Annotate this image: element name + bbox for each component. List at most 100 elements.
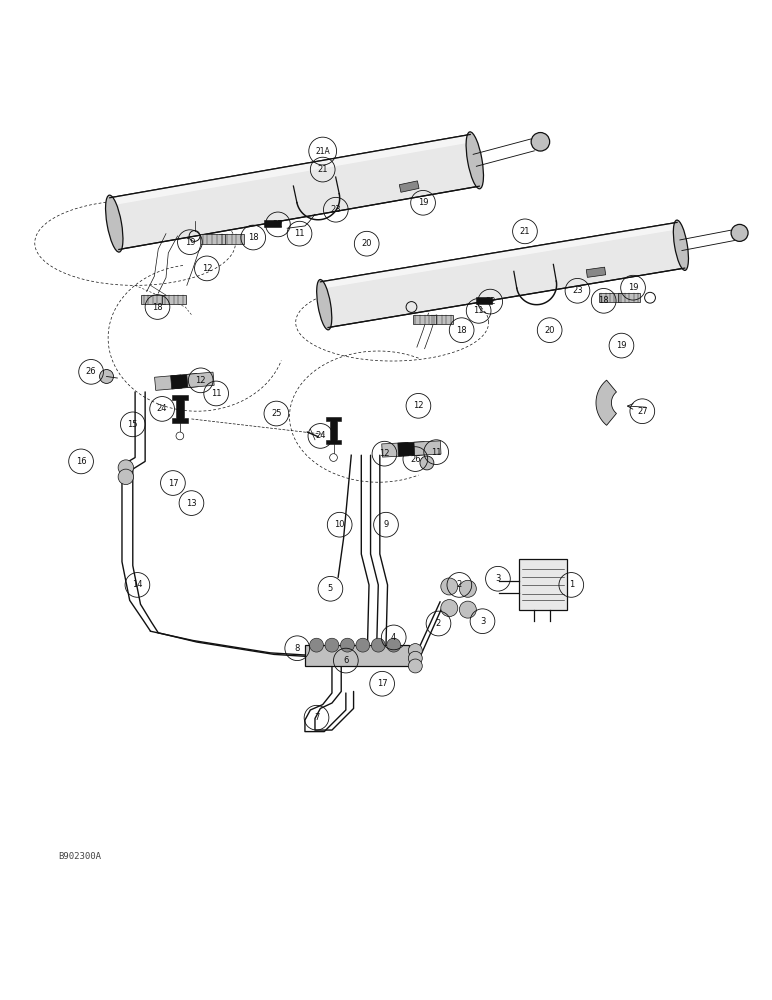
Text: 12: 12 (379, 449, 390, 458)
Text: 22: 22 (485, 297, 496, 306)
Polygon shape (326, 417, 341, 444)
Circle shape (387, 638, 401, 652)
FancyBboxPatch shape (476, 297, 492, 304)
Text: 18: 18 (248, 233, 259, 242)
Polygon shape (171, 374, 198, 389)
Polygon shape (586, 267, 606, 277)
FancyBboxPatch shape (430, 315, 453, 324)
Circle shape (176, 432, 184, 440)
Polygon shape (320, 222, 679, 289)
Text: 16: 16 (76, 457, 86, 466)
Text: 1: 1 (569, 580, 574, 589)
FancyBboxPatch shape (413, 315, 436, 324)
Polygon shape (187, 372, 214, 388)
Text: 19: 19 (628, 283, 638, 292)
Text: 20: 20 (544, 326, 555, 335)
Text: 17: 17 (168, 479, 178, 488)
Text: 7: 7 (314, 713, 319, 722)
Text: 18: 18 (152, 302, 163, 312)
FancyBboxPatch shape (162, 295, 185, 304)
Circle shape (408, 644, 422, 657)
Polygon shape (398, 442, 425, 456)
Polygon shape (381, 443, 409, 457)
Circle shape (459, 601, 476, 618)
Text: 6: 6 (344, 656, 348, 665)
FancyBboxPatch shape (264, 220, 281, 227)
Text: 23: 23 (330, 205, 341, 214)
Text: 26: 26 (410, 455, 421, 464)
Text: 8: 8 (295, 644, 300, 653)
Polygon shape (305, 645, 409, 666)
Ellipse shape (317, 280, 332, 330)
FancyBboxPatch shape (519, 559, 567, 610)
Circle shape (408, 659, 422, 673)
Text: 19: 19 (616, 341, 627, 350)
Text: 21: 21 (317, 165, 328, 174)
Circle shape (118, 460, 134, 475)
Text: 3: 3 (496, 574, 500, 583)
Text: 21: 21 (520, 227, 530, 236)
Text: 24: 24 (315, 431, 326, 440)
FancyBboxPatch shape (599, 293, 621, 302)
Circle shape (310, 638, 323, 652)
Circle shape (408, 651, 422, 665)
Text: 24: 24 (157, 404, 168, 413)
Ellipse shape (106, 195, 123, 252)
Text: 12: 12 (201, 264, 212, 273)
FancyBboxPatch shape (200, 234, 225, 244)
Text: 11: 11 (473, 306, 484, 315)
Polygon shape (596, 380, 617, 425)
Circle shape (441, 600, 458, 617)
Text: 19: 19 (185, 238, 195, 247)
Text: 12: 12 (413, 401, 424, 410)
Text: B902300A: B902300A (58, 852, 101, 861)
Circle shape (731, 224, 748, 241)
Text: 25: 25 (271, 409, 282, 418)
Text: 21A: 21A (315, 147, 330, 156)
Circle shape (330, 454, 337, 461)
Text: 15: 15 (127, 420, 138, 429)
Text: 13: 13 (186, 499, 197, 508)
FancyBboxPatch shape (219, 234, 244, 244)
Polygon shape (320, 222, 685, 328)
Polygon shape (110, 134, 472, 206)
Polygon shape (399, 181, 419, 192)
Polygon shape (414, 441, 441, 455)
Text: 20: 20 (361, 239, 372, 248)
Circle shape (325, 638, 339, 652)
Text: 14: 14 (132, 580, 143, 589)
FancyBboxPatch shape (141, 295, 164, 304)
Polygon shape (110, 134, 479, 249)
Text: 18: 18 (456, 326, 467, 335)
Circle shape (441, 578, 458, 595)
Text: 10: 10 (334, 520, 345, 529)
Text: 2: 2 (457, 580, 462, 589)
Text: 2: 2 (436, 619, 441, 628)
Ellipse shape (673, 220, 689, 270)
Text: 3: 3 (480, 617, 485, 626)
Text: 4: 4 (391, 633, 396, 642)
Text: 23: 23 (572, 286, 583, 295)
Text: 11: 11 (431, 448, 442, 457)
Text: 9: 9 (384, 520, 388, 529)
FancyBboxPatch shape (618, 293, 640, 302)
Text: 26: 26 (86, 367, 96, 376)
Circle shape (459, 580, 476, 597)
Text: 19: 19 (418, 198, 428, 207)
Polygon shape (154, 375, 182, 390)
Text: 27: 27 (637, 407, 648, 416)
Ellipse shape (466, 132, 483, 189)
Circle shape (356, 638, 370, 652)
Circle shape (100, 370, 113, 383)
Text: 11: 11 (211, 389, 222, 398)
Text: 18: 18 (598, 296, 609, 305)
Circle shape (118, 469, 134, 485)
Circle shape (420, 456, 434, 470)
Text: 11: 11 (294, 229, 305, 238)
Polygon shape (172, 395, 188, 423)
Text: 5: 5 (328, 584, 333, 593)
Text: 22: 22 (273, 220, 283, 229)
Text: 17: 17 (377, 679, 388, 688)
Circle shape (340, 638, 354, 652)
Circle shape (531, 133, 550, 151)
